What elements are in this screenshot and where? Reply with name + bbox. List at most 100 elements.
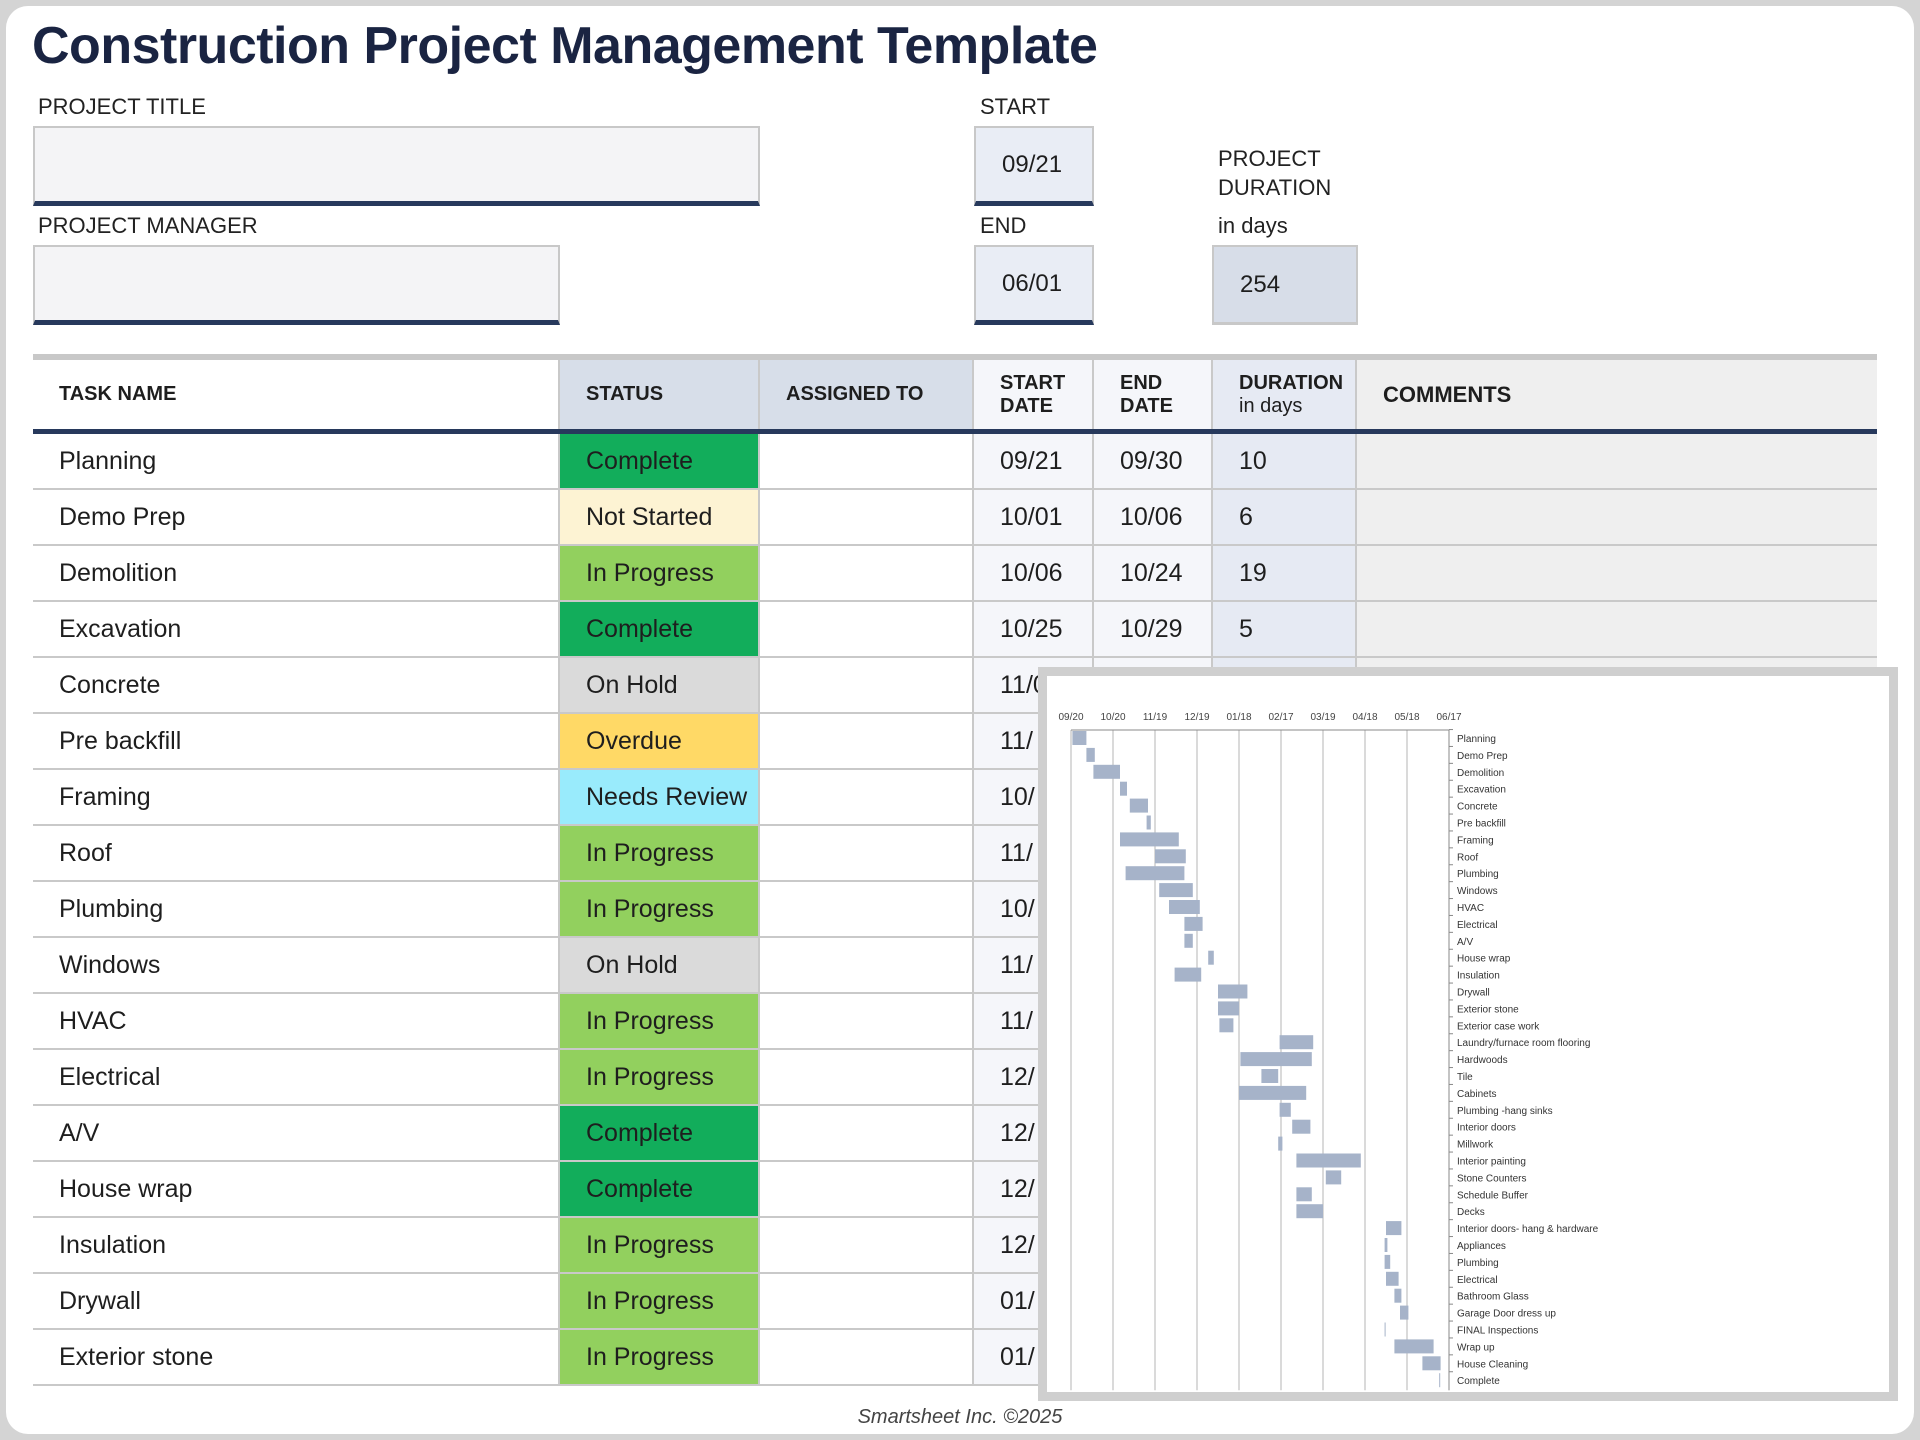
task-label: Complete xyxy=(1457,1376,1500,1387)
assigned-to-cell[interactable] xyxy=(760,714,974,768)
gantt-bar xyxy=(1261,1069,1279,1083)
gantt-bar xyxy=(1386,1221,1402,1236)
status-cell[interactable]: In Progress xyxy=(560,994,760,1048)
status-cell[interactable]: In Progress xyxy=(560,1330,760,1384)
x-tick-label: 06/17 xyxy=(1436,712,1461,723)
status-cell[interactable]: In Progress xyxy=(560,882,760,936)
task-label: Excavation xyxy=(1457,785,1506,796)
gantt-bar xyxy=(1386,1271,1399,1286)
gantt-bar xyxy=(1208,950,1214,965)
assigned-to-cell[interactable] xyxy=(760,1162,974,1216)
task-name-cell[interactable]: Exterior stone xyxy=(33,1330,560,1384)
task-name-cell[interactable]: Electrical xyxy=(33,1050,560,1104)
comments-cell[interactable] xyxy=(1357,602,1877,656)
comments-cell[interactable] xyxy=(1357,490,1877,544)
status-cell[interactable]: In Progress xyxy=(560,1050,760,1104)
task-name-cell[interactable]: Demolition xyxy=(33,546,560,600)
assigned-to-cell[interactable] xyxy=(760,602,974,656)
duration-cell[interactable]: 6 xyxy=(1213,490,1357,544)
project-title-input[interactable] xyxy=(33,126,760,206)
gantt-bar xyxy=(1296,1153,1361,1168)
task-name-cell[interactable]: Concrete xyxy=(33,658,560,712)
assigned-to-cell[interactable] xyxy=(760,658,974,712)
status-cell[interactable]: Overdue xyxy=(560,714,760,768)
gantt-bar xyxy=(1240,1052,1312,1067)
gantt-bar xyxy=(1169,900,1200,914)
status-cell[interactable]: Complete xyxy=(560,1162,760,1216)
gantt-bar xyxy=(1394,1339,1434,1354)
task-label: Electrical xyxy=(1457,1275,1498,1286)
gantt-bar xyxy=(1239,1085,1307,1100)
task-name-cell[interactable]: Excavation xyxy=(33,602,560,656)
assigned-to-cell[interactable] xyxy=(760,882,974,936)
task-name-cell[interactable]: Demo Prep xyxy=(33,490,560,544)
assigned-to-cell[interactable] xyxy=(760,826,974,880)
start-date-cell[interactable]: 09/21 xyxy=(974,434,1094,488)
comments-cell[interactable] xyxy=(1357,546,1877,600)
status-cell[interactable]: Not Started xyxy=(560,490,760,544)
task-label: Hardwoods xyxy=(1457,1055,1508,1066)
end-date-cell[interactable]: 10/06 xyxy=(1094,490,1213,544)
project-manager-label: PROJECT MANAGER xyxy=(38,213,258,238)
task-name-cell[interactable]: Plumbing xyxy=(33,882,560,936)
status-cell[interactable]: Needs Review xyxy=(560,770,760,824)
task-name-cell[interactable]: Windows xyxy=(33,938,560,992)
task-label: Interior doors xyxy=(1457,1123,1516,1134)
start-date-cell[interactable]: 10/01 xyxy=(974,490,1094,544)
assigned-to-cell[interactable] xyxy=(760,1050,974,1104)
end-date-input[interactable]: 06/01 xyxy=(974,245,1094,325)
status-cell[interactable]: On Hold xyxy=(560,658,760,712)
end-date-cell[interactable]: 10/24 xyxy=(1094,546,1213,600)
task-label: Exterior case work xyxy=(1457,1021,1540,1032)
start-date-cell[interactable]: 10/25 xyxy=(974,602,1094,656)
gantt-bar xyxy=(1400,1305,1409,1320)
end-date-cell[interactable]: 10/29 xyxy=(1094,602,1213,656)
duration-label-3: in days xyxy=(1218,213,1288,238)
task-name-cell[interactable]: Framing xyxy=(33,770,560,824)
assigned-to-cell[interactable] xyxy=(760,1274,974,1328)
duration-cell[interactable]: 19 xyxy=(1213,546,1357,600)
end-date-cell[interactable]: 09/30 xyxy=(1094,434,1213,488)
table-row: Demolition In Progress 10/06 10/24 19 xyxy=(33,546,1877,602)
task-name-cell[interactable]: Planning xyxy=(33,434,560,488)
duration-cell[interactable]: 5 xyxy=(1213,602,1357,656)
task-name-cell[interactable]: Drywall xyxy=(33,1274,560,1328)
start-date-cell[interactable]: 10/06 xyxy=(974,546,1094,600)
status-cell[interactable]: In Progress xyxy=(560,826,760,880)
assigned-to-cell[interactable] xyxy=(760,770,974,824)
assigned-to-cell[interactable] xyxy=(760,1330,974,1384)
comments-cell[interactable] xyxy=(1357,434,1877,488)
status-cell[interactable]: In Progress xyxy=(560,1218,760,1272)
gantt-bar xyxy=(1129,798,1148,813)
status-cell[interactable]: In Progress xyxy=(560,546,760,600)
task-name-cell[interactable]: A/V xyxy=(33,1106,560,1160)
header-start-date: START DATE xyxy=(974,360,1094,429)
assigned-to-cell[interactable] xyxy=(760,994,974,1048)
assigned-to-cell[interactable] xyxy=(760,434,974,488)
task-label: A/V xyxy=(1457,937,1473,948)
assigned-to-cell[interactable] xyxy=(760,1218,974,1272)
start-date-input[interactable]: 09/21 xyxy=(974,126,1094,206)
gantt-bar xyxy=(1384,1322,1386,1337)
duration-cell[interactable]: 10 xyxy=(1213,434,1357,488)
task-name-cell[interactable]: HVAC xyxy=(33,994,560,1048)
header-status: STATUS xyxy=(560,360,760,429)
task-name-cell[interactable]: Pre backfill xyxy=(33,714,560,768)
task-name-cell[interactable]: Roof xyxy=(33,826,560,880)
assigned-to-cell[interactable] xyxy=(760,490,974,544)
project-manager-input[interactable] xyxy=(33,245,560,325)
assigned-to-cell[interactable] xyxy=(760,1106,974,1160)
task-label: Concrete xyxy=(1457,802,1498,813)
table-row: Excavation Complete 10/25 10/29 5 xyxy=(33,602,1877,658)
status-cell[interactable]: Complete xyxy=(560,1106,760,1160)
table-header: TASK NAME STATUS ASSIGNED TO START DATE E… xyxy=(33,360,1877,434)
task-name-cell[interactable]: Insulation xyxy=(33,1218,560,1272)
status-cell[interactable]: Complete xyxy=(560,602,760,656)
assigned-to-cell[interactable] xyxy=(760,546,974,600)
task-name-cell[interactable]: House wrap xyxy=(33,1162,560,1216)
assigned-to-cell[interactable] xyxy=(760,938,974,992)
status-cell[interactable]: In Progress xyxy=(560,1274,760,1328)
status-cell[interactable]: Complete xyxy=(560,434,760,488)
gantt-bar xyxy=(1072,731,1087,745)
status-cell[interactable]: On Hold xyxy=(560,938,760,992)
